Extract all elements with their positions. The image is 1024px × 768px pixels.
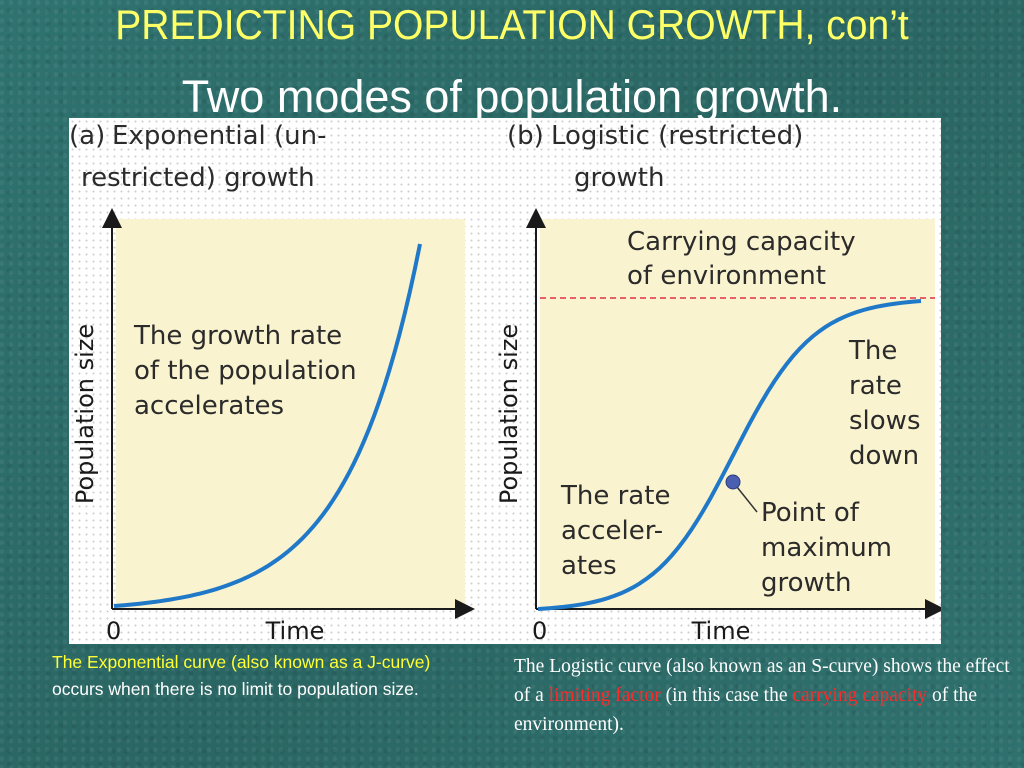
inflection-point-marker	[725, 474, 741, 490]
annotation-b-right-line1: The	[848, 336, 897, 366]
caption-exponential-highlight: The Exponential curve (also known as a J…	[52, 652, 431, 672]
chart-title-a-line2: restricted) growth	[81, 163, 315, 193]
caption-exponential-rest: occurs when there is no limit to populat…	[52, 679, 419, 699]
growth-charts-svg: (a) Exponential (un- restricted) growth …	[69, 121, 941, 644]
series-line-logistic	[537, 299, 922, 611]
chart-title-b-line1: Logistic (restricted)	[551, 121, 803, 151]
inflection-label-line2: maximum	[761, 533, 892, 563]
annotation-a-line1: The growth rate	[133, 321, 342, 351]
x-tick-label-a-0: 0	[106, 617, 121, 644]
annotation-a-line2: of the population	[134, 356, 357, 386]
caption-carrying-capacity: carrying capacity	[792, 685, 928, 706]
chart-title-a-line1: Exponential (un-	[112, 121, 327, 151]
x-axis-label-b: Time	[691, 617, 751, 644]
x-tick-label-b-0: 0	[532, 617, 547, 644]
annotation-b-right-line4: down	[849, 441, 919, 471]
inflection-label-line1: Point of	[761, 498, 860, 528]
caption-exponential: The Exponential curve (also known as a J…	[52, 649, 482, 703]
panel-label-a: (a)	[69, 121, 105, 151]
y-axis-label-a: Population size	[71, 324, 99, 504]
chart-title-b-line2: growth	[574, 163, 664, 193]
inflection-label-line3: growth	[761, 568, 851, 598]
plot-area-logistic	[540, 219, 935, 609]
caption-logistic-part3: of the environment).	[514, 685, 977, 735]
panel-label-b: (b)	[507, 121, 544, 151]
annotation-b-left-line1: The rate	[560, 481, 670, 511]
caption-logistic: The Logistic curve (also known as an S-c…	[514, 652, 1019, 739]
capacity-label-line2: of environment	[627, 261, 826, 291]
chart-exponential: (a) Exponential (un- restricted) growth …	[69, 121, 475, 644]
y-axis-label-b: Population size	[495, 324, 523, 504]
plot-area-exponential	[116, 219, 465, 609]
figure-panel: (a) Exponential (un- restricted) growth …	[69, 118, 941, 644]
slide-subtitle: Two modes of population growth.	[181, 71, 843, 122]
caption-logistic-part2: (in this case the	[660, 685, 793, 706]
chart-logistic: (b) Logistic (restricted) growth Carryin…	[495, 121, 941, 644]
annotation-b-left-line3: ates	[561, 551, 617, 581]
annotation-b-right-line2: rate	[849, 371, 902, 401]
x-axis-label-a: Time	[265, 617, 325, 644]
slide-title: PREDICTING POPULATION GROWTH, con’t	[115, 1, 909, 48]
capacity-label-line1: Carrying capacity	[627, 227, 856, 257]
annotation-a-line3: accelerates	[134, 391, 284, 421]
series-line-exponential	[113, 243, 422, 608]
annotation-b-right-line3: slows	[849, 406, 921, 436]
caption-limiting-factor: limiting factor	[548, 685, 661, 706]
annotation-b-left-line2: acceler-	[561, 516, 663, 546]
caption-logistic-part1: The Logistic curve (also known as an S-c…	[514, 656, 1010, 706]
